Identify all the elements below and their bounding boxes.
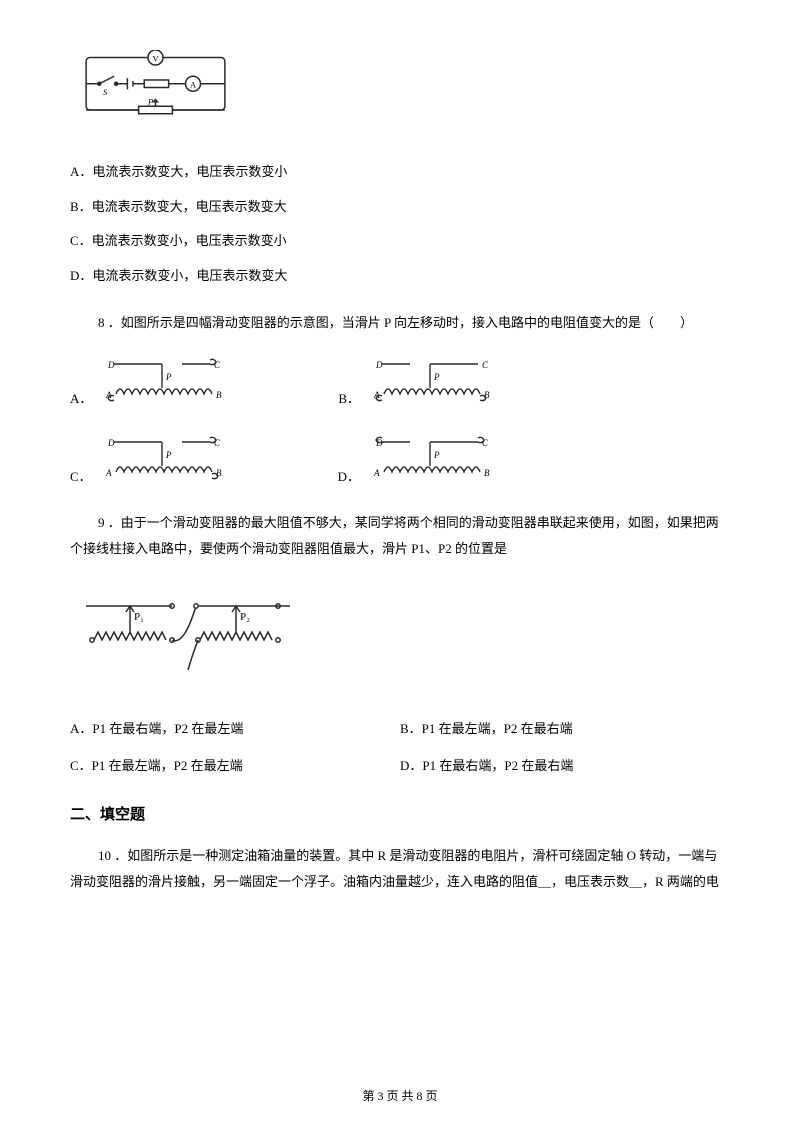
svg-text:P: P [433, 372, 440, 382]
q9-option-a: A．P1 在最右端，P2 在最左端 [70, 719, 400, 740]
rheostat-diagram-c: D C P A B [98, 432, 228, 490]
q9-diagram: P₁ P₂ [78, 592, 308, 677]
svg-text:B: B [216, 390, 222, 400]
svg-text:P: P [433, 450, 440, 460]
circuit-diagram-q7: V S A P [78, 50, 233, 125]
svg-text:A: A [105, 468, 112, 478]
q7-option-a: A．电流表示数变大，电压表示数变小 [70, 162, 730, 183]
q10-text: 10 ．如图所示是一种测定油箱油量的装置。其中 R 是滑动变阻器的电阻片，滑杆可… [70, 843, 730, 895]
rheostat-diagram-b: D C P A B [366, 354, 496, 412]
svg-text:P: P [165, 450, 172, 460]
svg-text:B: B [484, 468, 490, 478]
q8-row-1: A． D C P A B B． [70, 354, 730, 412]
q8-label-d: D． [338, 467, 360, 488]
page-footer: 第 3 页 共 8 页 [0, 1087, 800, 1106]
q7-option-d: D．电流表示数变小，电压表示数变大 [70, 266, 730, 287]
q8-row-2: C． D C P A B D． D [70, 432, 730, 490]
svg-text:P₁: P₁ [134, 611, 144, 623]
svg-text:D: D [375, 360, 383, 370]
q7-option-c: C．电流表示数变小，电压表示数变小 [70, 231, 730, 252]
svg-text:D: D [107, 438, 115, 448]
rheostat-diagram-d: D C P A B [366, 432, 496, 490]
q8-text: 8 ．如图所示是四幅滑动变阻器的示意图，当滑片 P 向左移动时，接入电路中的电阻… [70, 311, 730, 336]
q8-label-a: A． [70, 389, 92, 410]
q9-options: A．P1 在最右端，P2 在最左端 B．P1 在最左端，P2 在最右端 C．P1… [70, 711, 730, 785]
q7-option-b: B．电流表示数变大，电压表示数变大 [70, 197, 730, 218]
svg-text:D: D [107, 360, 115, 370]
q9-option-d: D．P1 在最右端，P2 在最右端 [400, 756, 730, 777]
svg-text:P: P [147, 96, 153, 106]
q9-option-b: B．P1 在最左端，P2 在最右端 [400, 719, 730, 740]
svg-text:P: P [165, 372, 172, 382]
section-2-header: 二、填空题 [70, 803, 730, 827]
q8-label-c: C． [70, 467, 92, 488]
svg-text:S: S [103, 87, 108, 97]
svg-text:P₂: P₂ [240, 611, 250, 623]
q9-text: 9 ．由于一个滑动变阻器的最大阻值不够大，某同学将两个相同的滑动变阻器串联起来使… [70, 510, 730, 562]
svg-text:V: V [152, 53, 158, 63]
q9-option-c: C．P1 在最左端，P2 在最左端 [70, 756, 400, 777]
rheostat-diagram-a: D C P A B [98, 354, 228, 412]
q8-label-b: B． [338, 389, 360, 410]
svg-text:A: A [190, 80, 197, 90]
svg-text:C: C [482, 360, 489, 370]
svg-text:A: A [373, 468, 380, 478]
